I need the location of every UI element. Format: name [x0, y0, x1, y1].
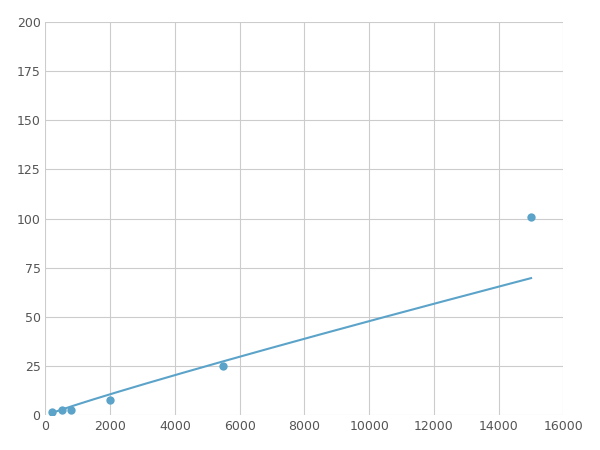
- Point: [526, 213, 536, 220]
- Point: [57, 406, 67, 413]
- Point: [218, 363, 228, 370]
- Point: [67, 406, 76, 413]
- Point: [106, 396, 115, 403]
- Point: [47, 408, 56, 415]
